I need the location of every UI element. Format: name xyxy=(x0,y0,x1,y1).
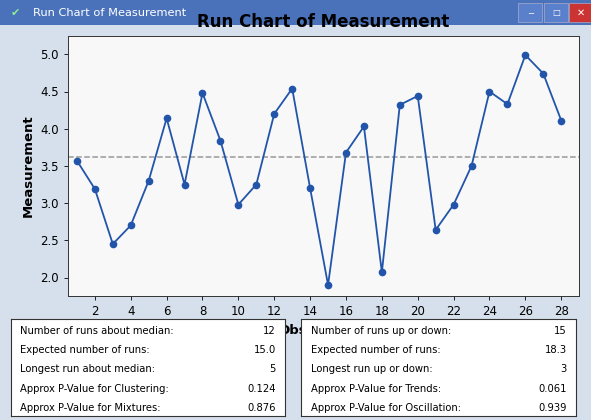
Bar xyxy=(569,3,591,22)
Text: 0.939: 0.939 xyxy=(538,403,567,413)
Text: 18.3: 18.3 xyxy=(544,345,567,355)
Text: ✕: ✕ xyxy=(576,8,584,18)
Text: ─: ─ xyxy=(528,8,532,17)
Text: 5: 5 xyxy=(269,365,276,375)
Text: Number of runs about median:: Number of runs about median: xyxy=(20,326,174,336)
Text: 12: 12 xyxy=(263,326,276,336)
Text: 0.876: 0.876 xyxy=(248,403,276,413)
Text: 0.061: 0.061 xyxy=(538,384,567,394)
Text: □: □ xyxy=(552,8,560,17)
Text: Expected number of runs:: Expected number of runs: xyxy=(311,345,441,355)
Text: Number of runs up or down:: Number of runs up or down: xyxy=(311,326,452,336)
Text: Expected number of runs:: Expected number of runs: xyxy=(20,345,150,355)
Title: Run Chart of Measurement: Run Chart of Measurement xyxy=(197,13,450,32)
Text: 15: 15 xyxy=(554,326,567,336)
Text: Approx P-Value for Clustering:: Approx P-Value for Clustering: xyxy=(20,384,169,394)
Text: Longest run about median:: Longest run about median: xyxy=(20,365,155,375)
Text: 0.124: 0.124 xyxy=(248,384,276,394)
Bar xyxy=(544,3,568,22)
Text: Approx P-Value for Mixtures:: Approx P-Value for Mixtures: xyxy=(20,403,161,413)
Text: 15.0: 15.0 xyxy=(254,345,276,355)
Text: Approx P-Value for Oscillation:: Approx P-Value for Oscillation: xyxy=(311,403,461,413)
Text: 3: 3 xyxy=(560,365,567,375)
Text: Run Chart of Measurement: Run Chart of Measurement xyxy=(33,8,186,18)
Text: ✔: ✔ xyxy=(11,8,20,18)
Text: Longest run up or down:: Longest run up or down: xyxy=(311,365,433,375)
Y-axis label: Measurement: Measurement xyxy=(22,115,35,217)
X-axis label: Observation: Observation xyxy=(278,324,369,337)
Bar xyxy=(518,3,542,22)
Text: Approx P-Value for Trends:: Approx P-Value for Trends: xyxy=(311,384,441,394)
